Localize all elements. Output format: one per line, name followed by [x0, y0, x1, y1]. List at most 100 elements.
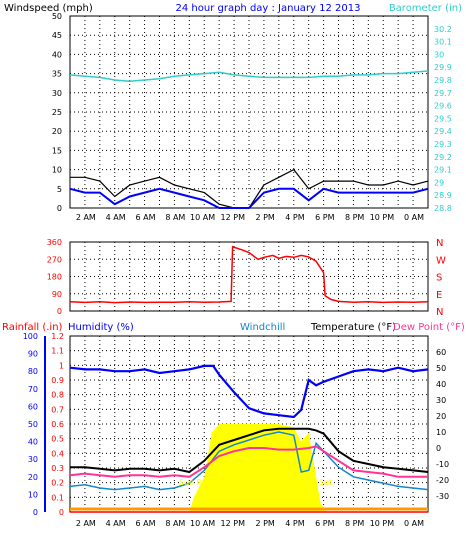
rain-y-tick: 0.3 — [51, 464, 64, 473]
temp-x-tick: 6 AM — [135, 519, 155, 528]
baro-y-tick: 29.9 — [434, 63, 452, 72]
sunset-label: Set — [319, 478, 332, 487]
wind-direction-series — [69, 245, 429, 304]
dewpoint-series — [69, 445, 428, 478]
temp-x-tick: 0 AM — [404, 519, 424, 528]
barometer-series — [69, 70, 429, 83]
humidity-series — [69, 364, 429, 419]
rain-y-tick: 0.7 — [51, 405, 64, 414]
humidity-y-tick: 70 — [28, 385, 38, 394]
wind-y-tick: 30 — [52, 89, 62, 98]
wind-y-tick: 10 — [52, 166, 62, 175]
baro-y-tick: 29.6 — [434, 102, 452, 111]
humidity-y-tick: 0 — [33, 508, 38, 517]
temp-x-tick: 2 PM — [255, 519, 274, 528]
wind-x-tick: 2 AM — [76, 213, 96, 222]
wind-x-tick: 6 PM — [315, 213, 334, 222]
rain-y-tick: 0.8 — [51, 391, 64, 400]
humidity-y-tick: 10 — [28, 490, 38, 499]
temp-y-tick: 40 — [436, 380, 446, 389]
wind-x-tick: 10 AM — [190, 213, 215, 222]
wind-y-tick: 15 — [52, 146, 62, 155]
solar-area — [189, 424, 327, 512]
temp-y-tick: 20 — [436, 412, 446, 421]
wind-x-tick: 6 AM — [135, 213, 155, 222]
left-axis-label: Windspeed (mph) — [4, 3, 93, 14]
wind-y-tick: 50 — [52, 12, 62, 21]
baro-y-tick: 29.3 — [434, 140, 452, 149]
wind-y-tick: 20 — [52, 127, 62, 136]
rain-y-tick: 1.2 — [51, 332, 64, 341]
wind-y-tick: 25 — [52, 108, 62, 117]
baro-y-tick: 29.8 — [434, 76, 452, 85]
wind-x-tick: 8 PM — [345, 213, 364, 222]
temp-x-tick: 10 PM — [370, 519, 395, 528]
temp-x-tick: 2 AM — [76, 519, 96, 528]
humidity-y-tick: 100 — [23, 332, 38, 341]
humidity-y-tick: 90 — [28, 350, 38, 359]
rain-y-tick: 0.1 — [51, 493, 64, 502]
temp-x-tick: 8 PM — [345, 519, 364, 528]
rain-y-tick: 0 — [59, 508, 64, 517]
rain-y-tick: 0.9 — [51, 376, 64, 385]
wind-x-tick: 4 AM — [106, 213, 126, 222]
windspeed-series — [69, 187, 429, 209]
wind-x-tick: 4 PM — [285, 213, 304, 222]
temp-x-tick: 10 AM — [190, 519, 215, 528]
compass-tick: E — [436, 290, 442, 301]
temp-x-tick: 4 AM — [106, 519, 126, 528]
direction-y-tick: 360 — [47, 238, 62, 247]
dewpoint-label: Dew Point (°F) — [393, 322, 465, 333]
wind-y-tick: 0 — [57, 204, 62, 213]
humidity-y-tick: 80 — [28, 367, 38, 376]
wind-y-tick: 45 — [52, 31, 62, 40]
compass-tick: N — [436, 238, 443, 249]
temp-y-tick: -10 — [436, 460, 449, 469]
baro-y-tick: 28.9 — [434, 191, 452, 200]
temp-y-tick: -30 — [436, 492, 449, 501]
wind-x-tick: 8 AM — [165, 213, 185, 222]
direction-y-tick: 90 — [52, 290, 62, 299]
baro-y-tick: 29 — [434, 178, 444, 187]
humidity-y-tick: 30 — [28, 455, 38, 464]
windchill-label: Windchill — [240, 322, 285, 333]
rain-y-tick: 0.2 — [51, 479, 64, 488]
wind-y-tick: 40 — [52, 50, 62, 59]
baro-y-tick: 29.1 — [434, 166, 452, 175]
wind-x-tick: 10 PM — [370, 213, 395, 222]
temp-x-tick: 6 PM — [315, 519, 334, 528]
chart-title: 24 hour graph day : January 12 2013 — [176, 3, 361, 14]
baro-y-tick: 30 — [434, 50, 444, 59]
humidity-label: Humidity (%) — [68, 322, 134, 333]
humidity-y-tick: 50 — [28, 420, 38, 429]
compass-tick: S — [436, 273, 442, 284]
baro-y-tick: 30.2 — [434, 25, 452, 34]
rain-y-tick: 1 — [59, 361, 64, 370]
rain-y-tick: 0.4 — [51, 449, 64, 458]
baro-y-tick: 29.2 — [434, 153, 452, 162]
wind-x-tick: 2 PM — [255, 213, 274, 222]
baro-y-tick: 29.7 — [434, 89, 452, 98]
temp-x-tick: 8 AM — [165, 519, 185, 528]
sunrise-label: Sun Rise — [179, 478, 214, 487]
rainfall-label: Rainfall (.in) — [2, 322, 63, 333]
wind-x-tick: 12 PM — [221, 213, 246, 222]
temp-y-tick: 0 — [436, 444, 441, 453]
compass-tick: N — [436, 307, 443, 318]
humidity-y-tick: 60 — [28, 402, 38, 411]
temp-y-tick: -20 — [436, 476, 449, 485]
temp-y-tick: 50 — [436, 364, 446, 373]
wind-y-tick: 35 — [52, 70, 62, 79]
humidity-y-tick: 20 — [28, 473, 38, 482]
rain-y-tick: 0.5 — [51, 435, 64, 444]
temp-y-tick: 10 — [436, 428, 446, 437]
baro-y-tick: 29.4 — [434, 127, 452, 136]
baro-y-tick: 28.8 — [434, 204, 452, 213]
temp-y-tick: 30 — [436, 396, 446, 405]
direction-panel-frame — [69, 241, 429, 312]
direction-y-tick: 270 — [47, 255, 62, 264]
temp-x-tick: 12 PM — [221, 519, 246, 528]
temp-x-tick: 4 PM — [285, 519, 304, 528]
compass-tick: W — [436, 255, 446, 266]
